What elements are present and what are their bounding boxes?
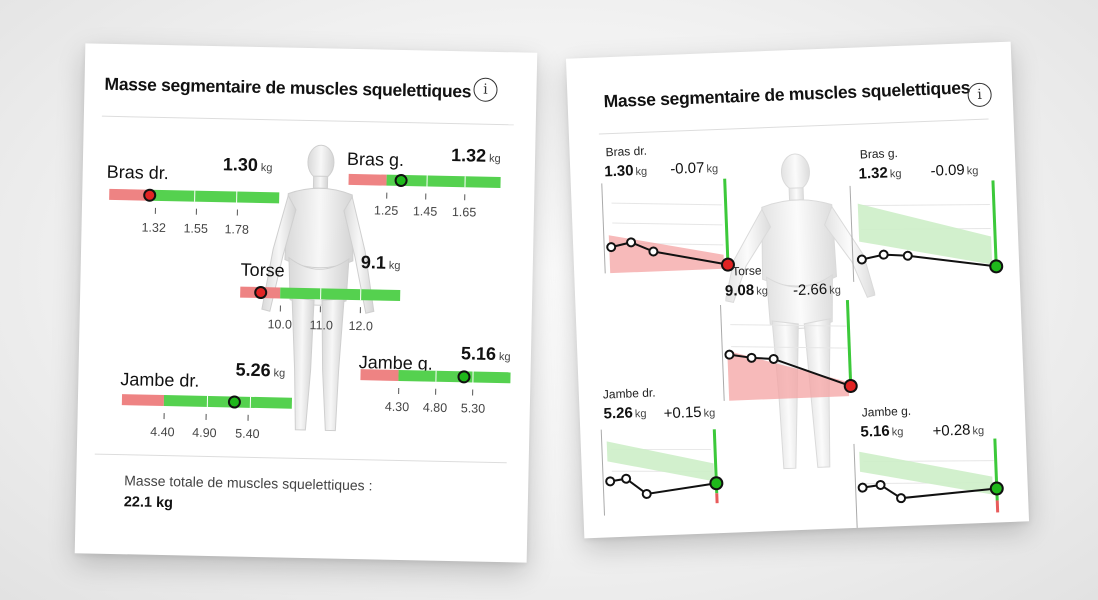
segment-delta-torso: -2.66kg xyxy=(792,280,842,300)
segment-value-torso: 9.1 kg xyxy=(360,252,401,273)
bar-below-zone xyxy=(360,369,399,381)
tick-label: 5.30 xyxy=(460,401,486,416)
trend-chart-right-leg xyxy=(600,429,724,516)
segment-label-right-leg: Jambe dr. xyxy=(602,385,656,402)
range-bar-right-leg xyxy=(121,394,293,409)
range-bar-left-leg xyxy=(360,369,511,384)
segment-label-right-arm: Bras dr. xyxy=(106,161,169,184)
segment-label-right-arm: Bras dr. xyxy=(605,143,648,160)
divider xyxy=(598,118,989,135)
muscle-segment-card-history: Masse segmentaire de muscles squelettiqu… xyxy=(565,41,1030,539)
tick-label: 1.25 xyxy=(373,203,399,218)
tick-label: 1.32 xyxy=(141,220,167,236)
card-title: Masse segmentaire de muscles squelettiqu… xyxy=(603,77,971,112)
bar-normal-zone xyxy=(149,189,280,204)
segment-label-torso: Torse xyxy=(731,263,762,279)
segment-label-right-leg: Jambe dr. xyxy=(120,369,200,391)
info-icon[interactable]: i xyxy=(967,82,993,108)
tick-label: 11.0 xyxy=(309,318,334,333)
trend-chart-torso xyxy=(720,300,858,401)
segment-delta-left-arm: -0.09kg xyxy=(930,161,979,180)
tick-label: 4.30 xyxy=(384,399,410,415)
bar-normal-zone xyxy=(398,369,511,384)
tick-label: 1.78 xyxy=(224,222,250,237)
segment-label-left-arm: Bras g. xyxy=(859,146,899,162)
muscle-segment-card-bars: Masse segmentaire de muscles squelettiqu… xyxy=(74,43,538,563)
segment-value-left-leg: 5.16kg xyxy=(860,422,904,441)
tick-label: 12.0 xyxy=(348,318,374,334)
divider xyxy=(94,453,507,464)
range-bar-right-arm xyxy=(109,188,280,204)
trend-chart-right-arm xyxy=(601,178,735,274)
segment-value-right-arm: 1.30kg xyxy=(603,162,648,181)
trend-chart-left-arm xyxy=(849,180,1004,282)
total-muscle-label: Masse totale de muscles squelettiques : xyxy=(124,472,373,494)
bar-below-zone xyxy=(348,173,387,186)
tick-label: 4.80 xyxy=(422,400,448,415)
tick-label: 1.65 xyxy=(451,205,477,220)
tick-label: 1.55 xyxy=(183,221,209,236)
tick-label: 1.45 xyxy=(412,204,438,219)
tick-label: 4.40 xyxy=(150,424,175,440)
segment-value-torso: 9.08kg xyxy=(724,281,769,300)
tick-label: 5.40 xyxy=(235,426,260,442)
divider xyxy=(101,115,514,126)
segment-value-left-arm: 1.32kg xyxy=(858,164,902,183)
segment-label-left-leg: Jambe g. xyxy=(861,403,912,420)
segment-value-right-leg: 5.26kg xyxy=(603,404,647,423)
segment-delta-right-leg: +0.15kg xyxy=(663,403,716,423)
segment-label-left-arm: Bras g. xyxy=(346,148,405,171)
segment-delta-left-leg: +0.28kg xyxy=(932,421,985,440)
tick-label: 10.0 xyxy=(267,317,293,332)
tick-label: 4.90 xyxy=(192,425,217,441)
segment-label-torso: Torse xyxy=(240,259,285,281)
card-title: Masse segmentaire de muscles squelettiqu… xyxy=(104,73,472,102)
trend-chart-left-leg xyxy=(853,438,1004,528)
info-icon[interactable]: i xyxy=(473,77,498,102)
total-muscle-value: 22.1 kg xyxy=(123,494,174,512)
segment-delta-right-arm: -0.07kg xyxy=(669,159,719,178)
bar-below-zone xyxy=(121,394,165,407)
